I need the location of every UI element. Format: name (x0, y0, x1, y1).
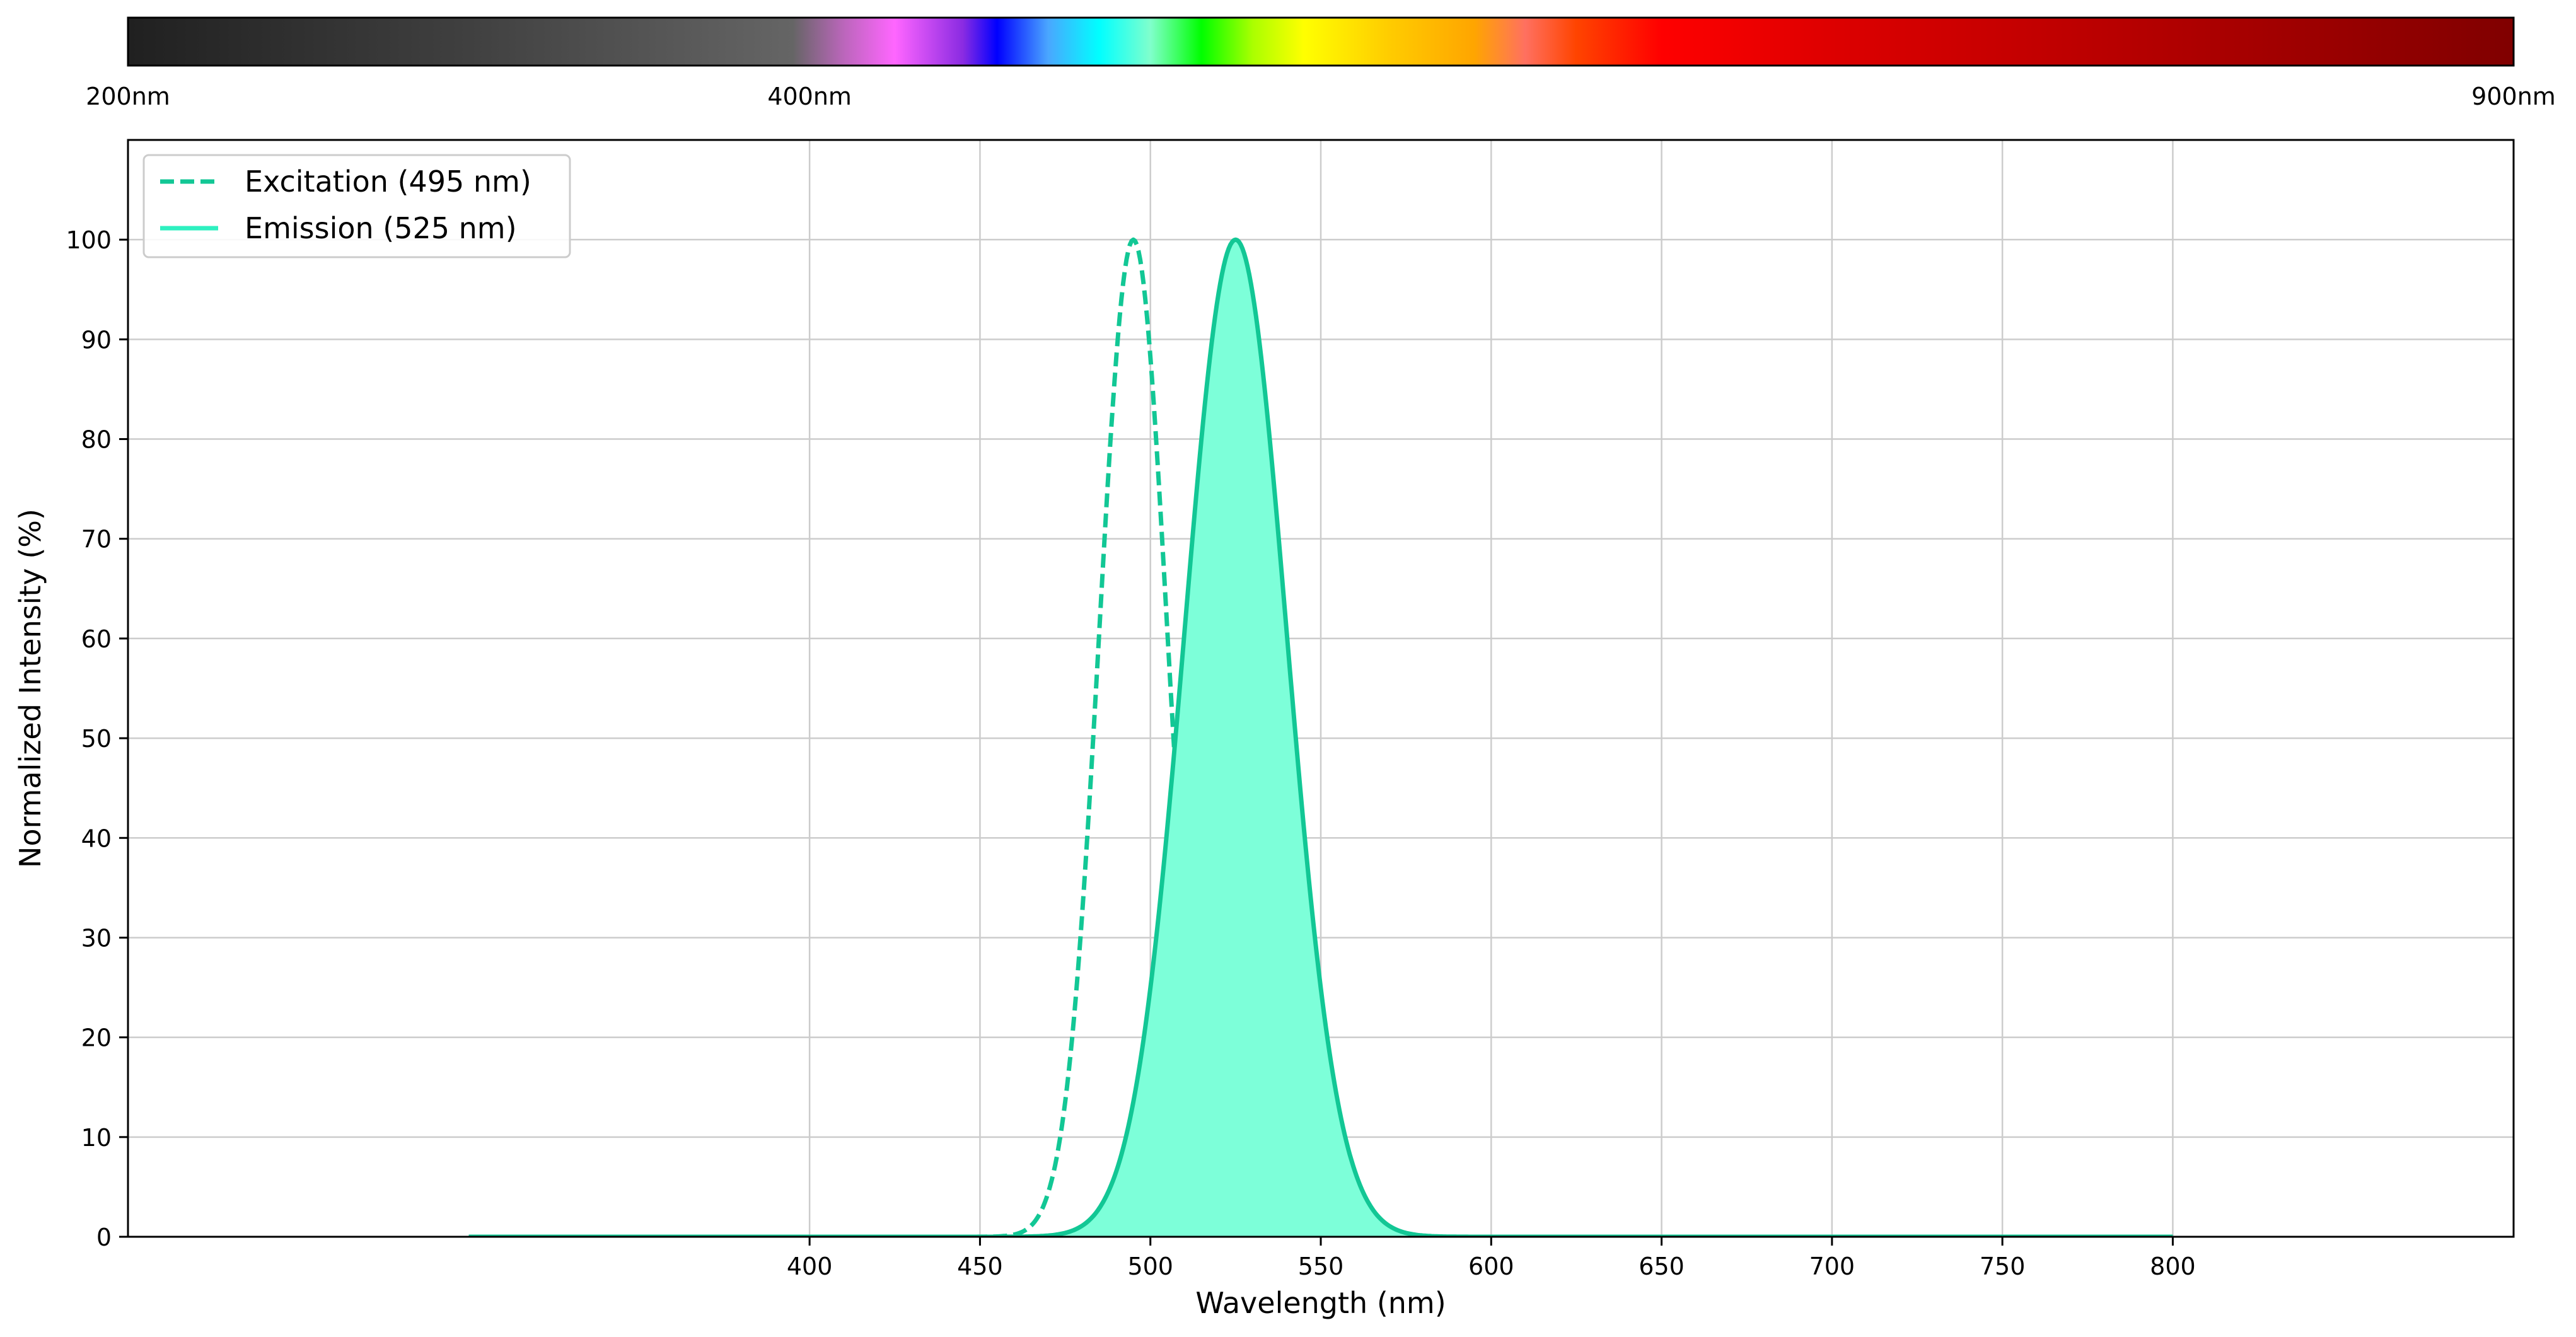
spectrum-bar-gradient (127, 16, 2515, 67)
x-axis-ticks: 400 450 500 550 600 650 700 750 800 (787, 1237, 2196, 1280)
spectrum-label: 400nm (767, 83, 852, 110)
spectrum-label: 900nm (2471, 83, 2556, 110)
x-axis-title: Wavelength (nm) (1195, 1286, 1446, 1320)
emission-fill-area (468, 240, 2173, 1237)
y-tick-label: 30 (81, 924, 112, 952)
y-tick-label: 70 (81, 526, 112, 553)
spectrum-label: 200nm (86, 83, 170, 110)
x-tick-label: 600 (1468, 1253, 1514, 1280)
x-tick-label: 650 (1639, 1253, 1685, 1280)
x-tick-label: 400 (787, 1253, 833, 1280)
x-tick-label: 500 (1127, 1253, 1173, 1280)
legend: Excitation (495 nm) Emission (525 nm) (142, 154, 571, 258)
x-tick-label: 800 (2150, 1253, 2196, 1280)
x-tick-label: 750 (1980, 1253, 2026, 1280)
y-tick-label: 80 (81, 426, 112, 454)
grid (128, 140, 2514, 1238)
y-axis-ticks: 0 10 20 30 40 50 60 70 80 90 100 (66, 226, 128, 1251)
spectrum-bar: 200nm 400nm 900nm (86, 16, 2556, 110)
spectrum-bar-labels: 200nm 400nm 900nm (86, 83, 2556, 110)
y-tick-label: 90 (81, 326, 112, 354)
legend-box (142, 154, 571, 258)
x-tick-label: 550 (1298, 1253, 1344, 1280)
x-tick-label: 450 (957, 1253, 1003, 1280)
y-tick-label: 50 (81, 725, 112, 753)
y-tick-label: 10 (81, 1124, 112, 1152)
legend-excitation-label: Excitation (495 nm) (245, 165, 531, 199)
legend-emission-label: Emission (525 nm) (245, 211, 517, 245)
y-tick-label: 100 (66, 226, 112, 254)
y-tick-label: 60 (81, 625, 112, 653)
emission-curve (468, 237, 2174, 1237)
y-tick-label: 20 (81, 1024, 112, 1052)
y-tick-label: 40 (81, 825, 112, 852)
plot-area: 400 450 500 550 600 650 700 750 800 0 10 20 30 40 50 6… (66, 139, 2515, 1280)
y-tick-label: 0 (96, 1224, 112, 1251)
x-tick-label: 700 (1809, 1253, 1855, 1280)
series-layer (468, 237, 2174, 1237)
y-axis-title: Normalized Intensity (%) (13, 509, 47, 868)
